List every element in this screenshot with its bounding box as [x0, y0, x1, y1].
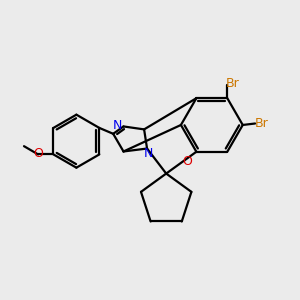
Text: Br: Br [255, 117, 268, 130]
Text: N: N [112, 119, 122, 132]
Text: N: N [144, 147, 153, 160]
Text: O: O [33, 147, 43, 160]
Text: O: O [182, 155, 192, 168]
Text: Br: Br [226, 77, 239, 90]
